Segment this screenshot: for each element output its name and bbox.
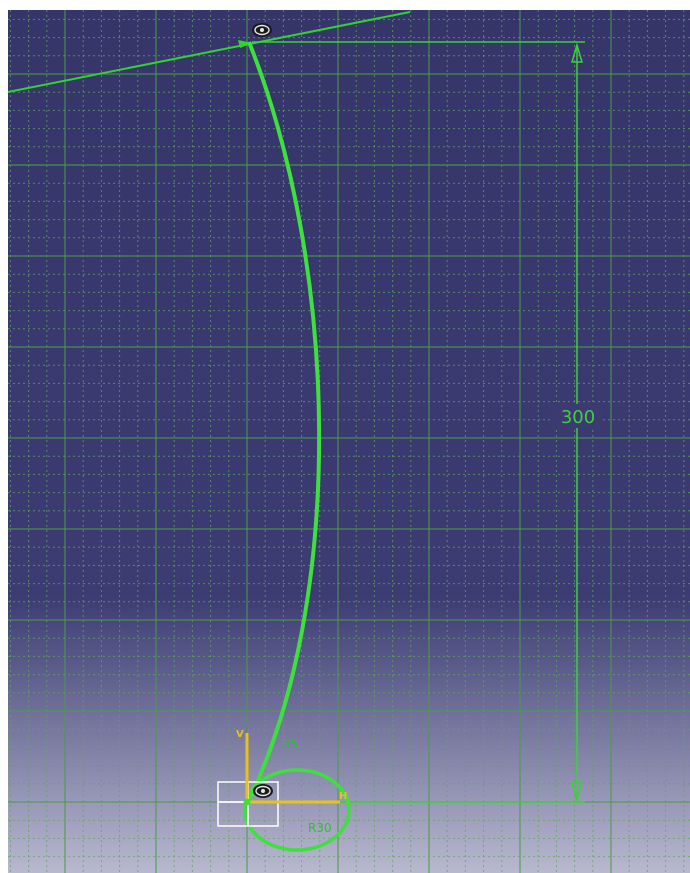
reference-line-top[interactable] <box>7 11 411 93</box>
axis-v-label: V <box>236 729 244 740</box>
dimension-arrow-top <box>570 42 584 63</box>
dimension-arrow-bottom <box>570 782 584 803</box>
reference-line-arrow <box>238 40 253 48</box>
circle-profile[interactable] <box>243 768 351 852</box>
coincidence-constraint-icon[interactable] <box>253 784 273 798</box>
viewport-background <box>8 10 690 873</box>
coincidence-constraint-icon[interactable] <box>252 23 272 37</box>
sketch-grid <box>8 10 690 873</box>
axis-h-label: H <box>339 791 347 802</box>
dimension-label-300[interactable]: 300 <box>561 407 595 428</box>
dimension-label-bg <box>551 404 603 428</box>
radius-dimension-hint: R30 <box>308 821 332 835</box>
angle-dimension-hint: R5 <box>282 737 298 751</box>
origin-point[interactable] <box>243 798 251 806</box>
spline-profile[interactable] <box>247 41 322 801</box>
